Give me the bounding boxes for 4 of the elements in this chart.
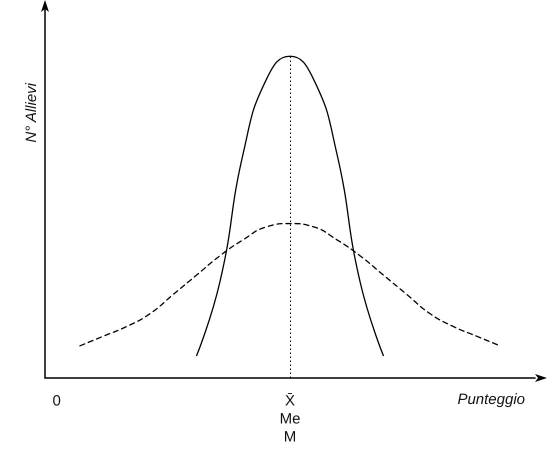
x-tick-label: 0 [52,392,61,410]
y-axis-title: N° Allievi [23,82,40,143]
x-axis-title: Punteggio [457,391,525,408]
x-tick-label: X̄ Me M [280,392,300,446]
